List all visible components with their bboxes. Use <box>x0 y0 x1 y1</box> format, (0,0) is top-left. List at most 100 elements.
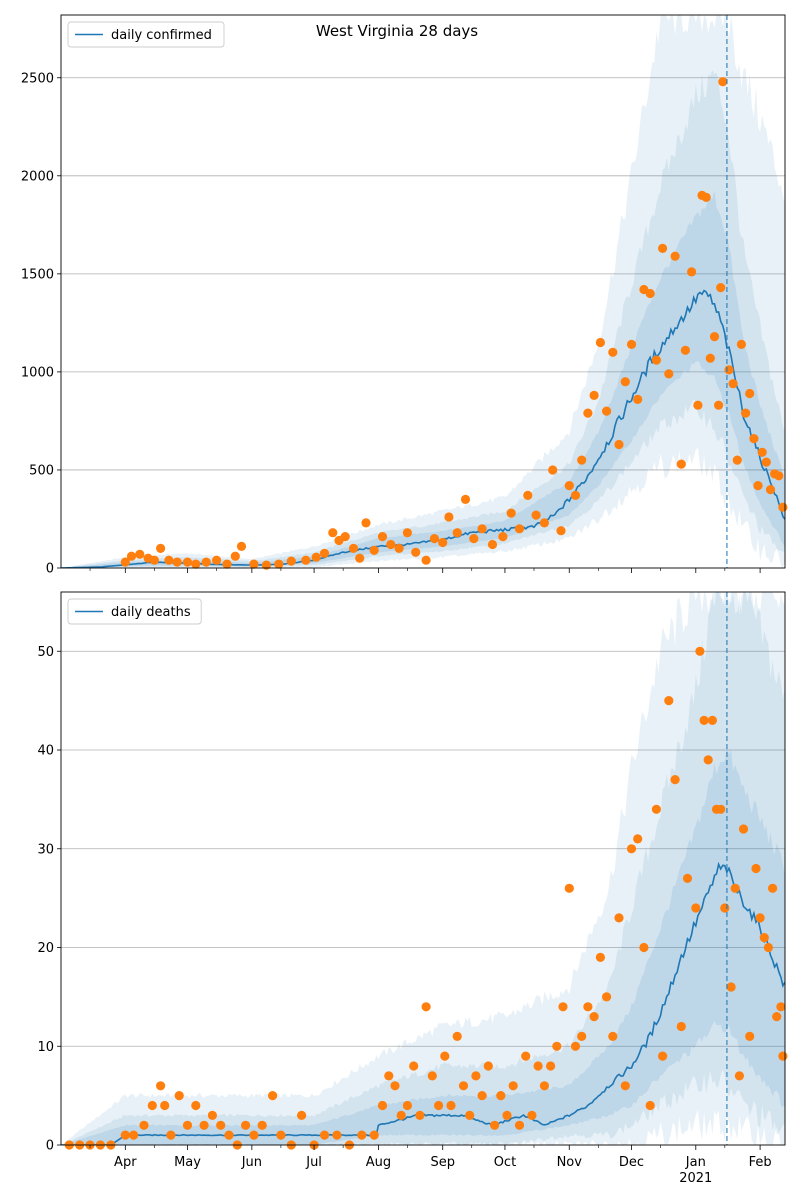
deaths-observed-point <box>589 1012 599 1022</box>
deaths-observed-point <box>477 1091 487 1101</box>
deaths-observed-point <box>129 1130 139 1140</box>
confirmed-legend-label: daily confirmed <box>111 28 212 43</box>
confirmed-observed-point <box>693 400 703 410</box>
deaths-observed-point <box>369 1130 379 1140</box>
confirmed-observed-point <box>595 337 606 348</box>
deaths-xtick-label: Apr <box>114 1155 137 1170</box>
confirmed-observed-point <box>736 339 747 349</box>
deaths-observed-point <box>241 1120 251 1130</box>
confirmed-observed-point <box>126 551 137 561</box>
confirmed-gridlines <box>61 77 785 471</box>
confirmed-panel: 0 500 1000 1500 2000 2500 daily confirmed <box>21 14 788 577</box>
confirmed-observed-point <box>164 555 174 565</box>
deaths-observed-point <box>402 1100 412 1111</box>
deaths-middle-interval-band <box>61 592 785 1145</box>
deaths-observed-point <box>357 1130 367 1140</box>
deaths-observed-point <box>409 1061 419 1071</box>
confirmed-observed-point <box>570 490 581 500</box>
confirmed-observed-point <box>487 539 498 550</box>
deaths-legend: daily deaths <box>67 598 202 625</box>
confirmed-observed-point <box>589 390 599 400</box>
deaths-observed-point <box>726 982 736 992</box>
confirmed-ytick-label: 1000 <box>21 365 54 380</box>
confirmed-middle-interval-band <box>61 70 785 568</box>
confirmed-observed-point <box>328 528 338 538</box>
deaths-xtick-label: Nov <box>557 1155 583 1170</box>
confirmed-observed-point <box>191 559 201 569</box>
confirmed-observed-point <box>249 559 259 569</box>
deaths-observed-point <box>377 1100 388 1111</box>
deaths-observed-point <box>738 824 749 834</box>
confirmed-observed-point <box>602 406 612 416</box>
confirmed-ytick-label: 0 <box>46 562 54 577</box>
confirmed-observed-point <box>728 379 738 389</box>
confirmed-observed-point <box>222 559 232 569</box>
deaths-observed-point <box>682 873 693 884</box>
deaths-ytick-label: 40 <box>37 744 54 759</box>
confirmed-observed-point <box>670 251 680 261</box>
deaths-observed-point <box>483 1061 493 1071</box>
deaths-xtick-label: May <box>174 1155 201 1170</box>
deaths-observed-point <box>751 863 761 874</box>
deaths-observed-point <box>539 1081 550 1091</box>
deaths-axes-frame <box>60 591 786 1146</box>
confirmed-observed-points <box>120 77 788 570</box>
confirmed-observed-point <box>355 553 365 563</box>
confirmed-observed-point <box>583 408 593 418</box>
deaths-observed-point <box>174 1091 184 1101</box>
confirmed-observed-point <box>626 339 637 349</box>
confirmed-observed-point <box>680 345 691 355</box>
confirmed-observed-point <box>369 545 379 556</box>
deaths-observed-point <box>182 1120 193 1130</box>
confirmed-observed-point <box>438 537 448 548</box>
confirmed-observed-point <box>724 365 734 375</box>
deaths-xtick-label: Jul <box>305 1155 322 1170</box>
confirmed-observed-point <box>753 481 763 491</box>
confirmed-observed-point <box>705 353 715 363</box>
deaths-observed-point <box>249 1130 259 1140</box>
confirmed-observed-point <box>301 555 311 565</box>
confirmed-observed-point <box>394 543 404 554</box>
deaths-observed-point <box>645 1100 655 1111</box>
confirmed-observed-point <box>765 485 776 495</box>
deaths-observed-point <box>533 1061 543 1071</box>
deaths-observed-point <box>257 1120 267 1130</box>
deaths-observed-point <box>160 1100 170 1111</box>
deaths-observed-point <box>716 804 726 814</box>
confirmed-observed-point <box>714 400 724 410</box>
confirmed-observed-point <box>761 457 771 467</box>
deaths-observed-point <box>639 942 649 953</box>
confirmed-observed-point <box>620 377 630 387</box>
deaths-observed-point <box>490 1120 500 1130</box>
deaths-observed-point <box>446 1100 456 1111</box>
deaths-observed-point <box>527 1110 537 1120</box>
confirmed-observed-point <box>664 369 674 379</box>
deaths-observed-point <box>564 883 574 893</box>
deaths-observed-point <box>207 1110 217 1120</box>
deaths-observed-point <box>720 903 730 913</box>
confirmed-observed-point <box>477 524 487 534</box>
confirmed-axes-frame <box>60 14 786 569</box>
deaths-observed-point <box>772 1012 782 1022</box>
deaths-observed-point <box>452 1031 462 1041</box>
deaths-observed-point <box>268 1091 278 1101</box>
deaths-observed-point <box>707 715 718 726</box>
confirmed-observed-point <box>340 532 350 542</box>
confirmed-observed-point <box>182 557 193 567</box>
deaths-outer-interval-band <box>61 592 785 1145</box>
confirmed-observed-point <box>651 355 662 365</box>
confirmed-inner-interval-band <box>61 190 785 568</box>
confirmed-observed-point <box>212 555 222 565</box>
deaths-ytick-label: 0 <box>46 1139 54 1154</box>
confirmed-observed-point <box>709 332 720 342</box>
confirmed-observed-point <box>774 471 784 481</box>
deaths-observed-point <box>166 1130 176 1140</box>
deaths-observed-point <box>120 1130 130 1140</box>
deaths-observed-point <box>415 1110 425 1120</box>
deaths-observed-point <box>471 1071 481 1081</box>
confirmed-observed-point <box>539 518 550 528</box>
confirmed-observed-point <box>741 408 751 418</box>
confirmed-legend-box <box>67 21 225 48</box>
confirmed-observed-point <box>261 560 271 570</box>
confirmed-observed-point <box>548 465 558 475</box>
